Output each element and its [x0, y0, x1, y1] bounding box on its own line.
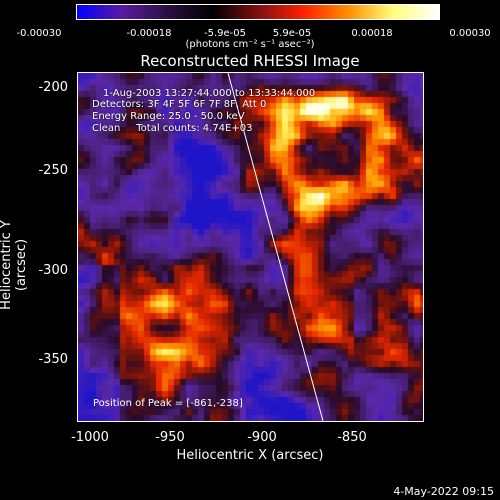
colorbar-tick: 5.9e-05	[272, 28, 312, 39]
y-tick-label: -250	[38, 163, 68, 178]
peak-position-label: Position of Peak = [-861,-238]	[93, 398, 243, 409]
colorbar-tick: -5.9e-05	[204, 28, 246, 39]
y-tick-label: -300	[38, 263, 68, 278]
y-tick-label: -350	[38, 352, 68, 367]
solar-limb-line	[227, 73, 324, 421]
image-title: Reconstructed RHESSI Image	[140, 52, 360, 70]
time-range-label: 1-Aug-2003 13:27:44.000 to 13:33:44.000	[103, 88, 316, 99]
y-tick-label: -200	[38, 80, 68, 95]
date-stamp: 4-May-2022 09:15	[393, 485, 494, 498]
colorbar-tick: 0.00030	[449, 28, 491, 39]
colorbar-tick: 0.00018	[351, 28, 393, 39]
detectors-label: Detectors: 3F 4F 5F 6F 7F 8F, Att 0	[92, 99, 267, 110]
heatmap-canvas	[78, 73, 423, 421]
x-axis-title: Heliocentric X (arcsec)	[176, 448, 324, 463]
energy-range-label: Energy Range: 25.0 - 50.0 keV	[92, 111, 245, 122]
colorbar	[76, 4, 440, 20]
colorbar-tick: -0.00018	[126, 28, 172, 39]
x-tick-label: -950	[155, 430, 185, 445]
x-tick-label: -1000	[71, 430, 109, 445]
x-tick-label: -850	[337, 430, 367, 445]
y-axis-title: Heliocentric Y (arcsec)	[0, 220, 29, 310]
clean-counts-label: Clean Total counts: 4.74E+03	[92, 123, 253, 134]
colorbar-units: (photons cm⁻² s⁻¹ asec⁻²)	[185, 39, 315, 50]
limb-overlay	[227, 73, 324, 421]
rhessi-image	[77, 72, 424, 422]
x-tick-label: -900	[247, 430, 277, 445]
colorbar-tick: -0.00030	[16, 28, 62, 39]
